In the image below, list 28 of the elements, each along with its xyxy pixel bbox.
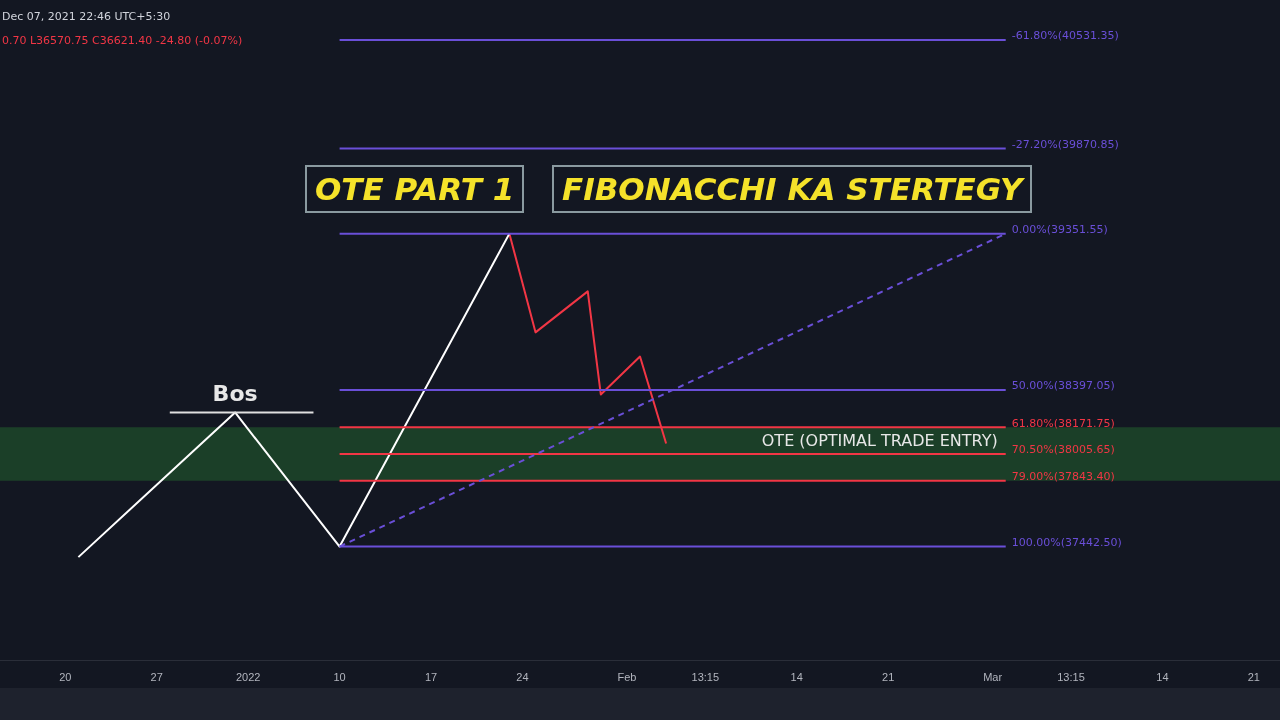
annotation: 0.70 L36570.75 C36621.40 -24.80 (-0.07%) <box>2 34 243 47</box>
x-tick-label: Mar <box>983 671 1003 684</box>
x-tick-label: 13:15 <box>691 671 720 684</box>
text: OTE PART 1 <box>305 165 525 213</box>
x-tick-label: 17 <box>424 671 438 684</box>
x-tick-label: 21 <box>1247 671 1260 684</box>
x-tick-label: 13:15 <box>1057 671 1085 684</box>
text: Dec 07, 2021 22:46 UTC+5:30 <box>2 10 171 23</box>
x-tick-label: 10 <box>333 671 346 684</box>
series-label: 50.00%(38397.05) <box>1011 379 1115 393</box>
series-label: 79.00%(37843.40) <box>1011 470 1115 484</box>
x-tick-label: 14 <box>790 671 803 684</box>
series-label: 70.50%(38005.65) <box>1011 443 1115 457</box>
x-tick-label: 14 <box>1156 671 1169 684</box>
series-label: 0.00%(39351.55) <box>1011 223 1108 236</box>
x-tick-label: 20 <box>59 671 72 684</box>
series-label: 100.00%(37442.50) <box>1011 535 1122 549</box>
x-tick-label: 27 <box>150 671 163 684</box>
text: FIBONACCHI KA STERTEGY <box>552 165 1033 213</box>
annotation: Bos <box>212 381 258 407</box>
x-tick-label: Feb <box>617 671 637 684</box>
x-tick-label: 24 <box>516 671 529 684</box>
x-tick-label: 21 <box>882 671 895 684</box>
band-label: OTE (OPTIMAL TRADE ENTRY) <box>761 430 998 450</box>
series-label: -27.20%(39870.85) <box>1011 137 1119 151</box>
series-label: 61.80%(38171.75) <box>1011 416 1115 430</box>
series-label: -61.80%(40531.35) <box>1011 29 1119 43</box>
x-tick-label: 2022 <box>235 671 261 684</box>
